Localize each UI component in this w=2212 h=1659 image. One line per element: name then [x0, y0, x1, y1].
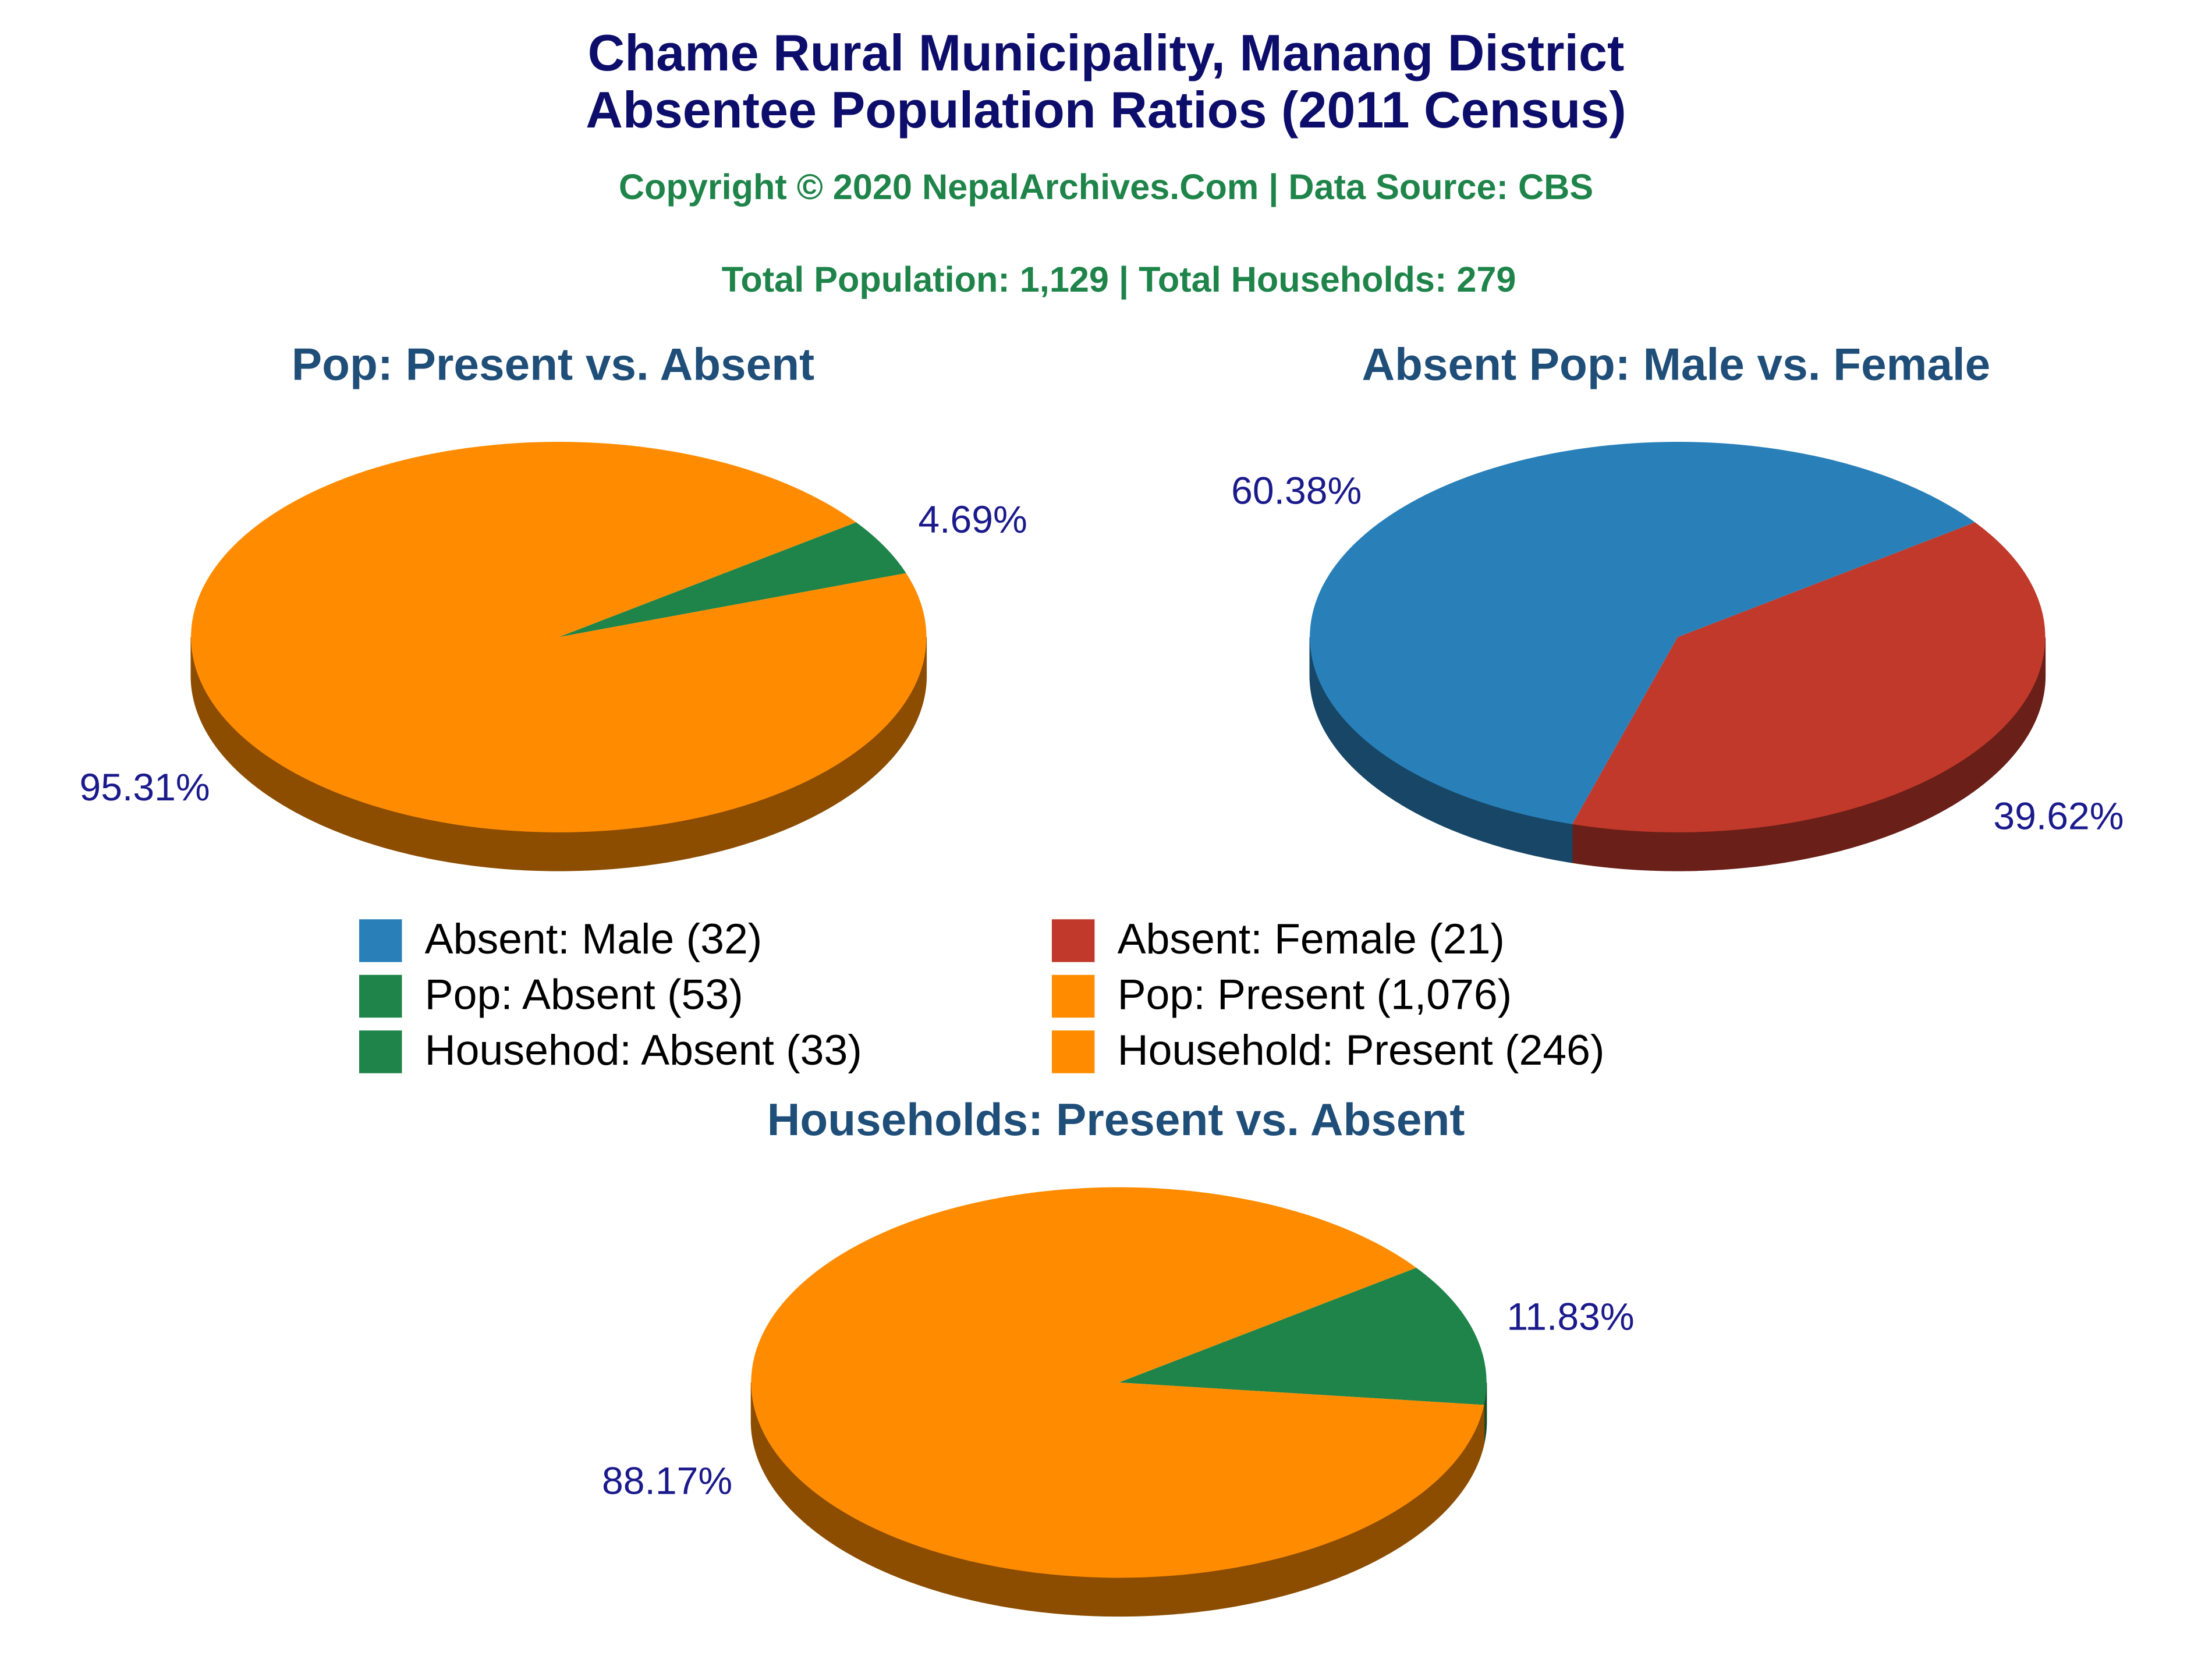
- pie-side: [1572, 637, 2046, 871]
- value-label: 95.31%: [79, 766, 210, 809]
- legend-label: Househod: Absent (33): [425, 1026, 862, 1074]
- legend-swatch: [359, 919, 402, 962]
- value-label: 11.83%: [1506, 1295, 1634, 1338]
- totals: Total Population: 1,129 | Total Househol…: [722, 260, 1516, 300]
- pie-slice: [1572, 522, 2046, 832]
- pie-title: Pop: Present vs. Absent: [292, 338, 814, 389]
- legend-label: Pop: Present (1,076): [1118, 970, 1512, 1018]
- copyright: Copyright © 2020 NepalArchives.Com | Dat…: [619, 167, 1593, 208]
- value-label: 88.17%: [602, 1460, 732, 1503]
- pie-side: [190, 637, 927, 871]
- legend-swatch: [1051, 974, 1095, 1018]
- pie-slice: [1119, 1267, 1487, 1405]
- value-label: 4.69%: [918, 498, 1027, 541]
- title: Absentee Population Ratios (2011 Census): [586, 81, 1626, 139]
- pie-slice: [191, 442, 927, 832]
- pie-slice: [751, 1187, 1484, 1578]
- legend-swatch: [1051, 1030, 1095, 1073]
- pie-slice: [1310, 442, 1975, 824]
- legend-swatch: [359, 1030, 402, 1073]
- pie-title: Households: Present vs. Absent: [767, 1094, 1465, 1145]
- legend-label: Household: Present (246): [1118, 1026, 1605, 1074]
- legend-label: Absent: Male (32): [425, 915, 763, 963]
- title: Chame Rural Municipality, Manang Distric…: [588, 24, 1625, 81]
- legend-label: Pop: Absent (53): [425, 970, 743, 1018]
- value-label: 60.38%: [1231, 470, 1362, 513]
- pie-slice: [558, 522, 906, 637]
- value-label: 39.62%: [1993, 795, 2124, 838]
- pie-title: Absent Pop: Male vs. Female: [1362, 338, 1991, 389]
- legend-swatch: [1051, 919, 1095, 962]
- legend-label: Absent: Female (21): [1118, 915, 1505, 963]
- legend-swatch: [359, 974, 402, 1018]
